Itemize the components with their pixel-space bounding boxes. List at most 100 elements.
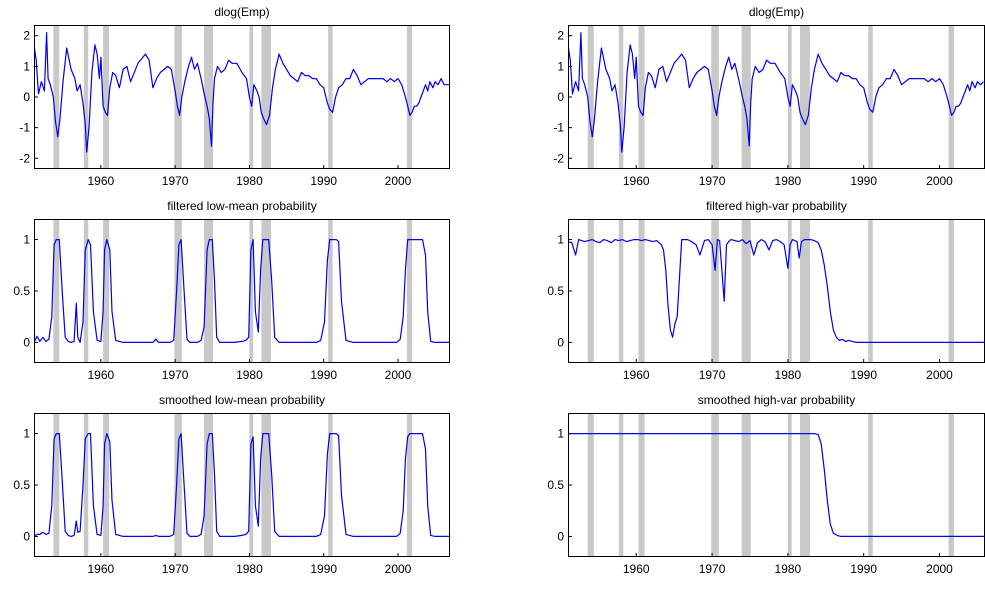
- panel-5-y-tick-label-1: 0: [23, 529, 30, 543]
- panel-6-x-tick-label-2: 1970: [699, 562, 726, 576]
- panel-5-recession-band-6: [249, 413, 254, 557]
- panel-2-series-line: [568, 32, 984, 153]
- panel-1-recession-band-6: [249, 25, 254, 169]
- panel-4-x-tick-label-3: 1980: [775, 368, 802, 382]
- panel-2-y-tick-label-2: -1: [553, 121, 564, 135]
- panel-6-recession-band-4: [711, 413, 719, 557]
- panel-6-recession-band-5: [741, 413, 751, 557]
- panel-6-recession-band-7: [800, 413, 810, 557]
- panel-4-recession-band-8: [868, 219, 873, 363]
- panel-1-y-tick-label-5: 2: [23, 29, 30, 43]
- panel-3-series-line: [34, 239, 450, 343]
- panel-6-y-tick-label-1: 0: [557, 529, 564, 543]
- panel-5-recession-band-2: [83, 413, 89, 557]
- panel-5-series-line: [34, 433, 450, 538]
- panel-3-x-tick-label-2: 1970: [162, 368, 189, 382]
- panel-3-x-tick-label-5: 2000: [385, 368, 412, 382]
- panel-5-recession-band-7: [261, 413, 271, 557]
- panel-5-x-tick-label-4: 1990: [310, 562, 337, 576]
- panel-2-recession-band-7: [800, 25, 810, 169]
- panel-2-x-tick-label-2: 1970: [699, 174, 726, 188]
- panel-4-x-tick-label-2: 1970: [699, 368, 726, 382]
- panel-1-x-tick-label-5: 2000: [385, 174, 412, 188]
- panel-4-title: filtered high-var probability: [706, 199, 847, 213]
- panel-2-x-tick-label-1: 1960: [623, 174, 650, 188]
- panel-5-x-tick-label-3: 1980: [236, 562, 263, 576]
- panel-5-x-tick-label-5: 2000: [385, 562, 412, 576]
- panel-6-x-tick-label-5: 2000: [926, 562, 953, 576]
- panel-6-axes-frame: [568, 413, 985, 557]
- panel-3-y-tick-label-2: 0.5: [13, 284, 30, 298]
- panel-2-y-tick-label-3: 0: [557, 90, 564, 104]
- panel-1-recession-band-8: [328, 25, 333, 169]
- panel-3-x-tick-label-4: 1990: [310, 368, 337, 382]
- panel-1-x-tick-label-2: 1970: [162, 174, 189, 188]
- panel-3-recession-band-1: [53, 219, 60, 363]
- panel-2-recession-band-3: [638, 25, 645, 169]
- panel-3-recession-band-6: [249, 219, 254, 363]
- panel-1-series-line: [34, 32, 450, 153]
- panel-4-recession-band-2: [618, 219, 624, 363]
- panel-4-recession-band-4: [711, 219, 719, 363]
- panel-4-y-tick-label-2: 0.5: [547, 284, 564, 298]
- panel-1-recession-band-7: [261, 25, 271, 169]
- panel-6-x-tick-label-1: 1960: [623, 562, 650, 576]
- panel-6-x-tick-label-4: 1990: [850, 562, 877, 576]
- panel-3-recession-band-5: [204, 219, 214, 363]
- panel-2-y-tick-label-5: 2: [557, 29, 564, 43]
- panel-4-recession-band-9: [948, 219, 954, 363]
- panel-5-y-tick-label-3: 1: [23, 427, 30, 441]
- panel-4-recession-band-1: [587, 219, 594, 363]
- panel-2-recession-band-6: [787, 25, 792, 169]
- panel-3-x-tick-label-3: 1980: [236, 368, 263, 382]
- panel-4-recession-band-5: [741, 219, 751, 363]
- panel-1-title: dlog(Emp): [214, 5, 269, 19]
- panel-6-y-tick-label-2: 0.5: [547, 478, 564, 492]
- panel-2-x-tick-label-4: 1990: [850, 174, 877, 188]
- panel-2: dlog(Emp) 1960 1970 1980 1990 2000 -2 -1 0 1 2: [553, 5, 985, 188]
- panel-1-recession-band-2: [83, 25, 89, 169]
- panel-2-y-tick-label-1: -2: [553, 151, 564, 165]
- panel-5-recession-band-9: [406, 413, 413, 557]
- panel-6-x-tick-label-3: 1980: [775, 562, 802, 576]
- panel-6-series-line: [568, 433, 985, 538]
- panel-2-recession-band-4: [711, 25, 719, 169]
- panel-4-x-tick-label-5: 2000: [926, 368, 953, 382]
- panel-2-recession-band-9: [948, 25, 954, 169]
- panel-6-title: smoothed high-var probability: [698, 393, 855, 407]
- panel-3-recession-band-2: [83, 219, 89, 363]
- panel-4-recession-band-3: [638, 219, 645, 363]
- panel-2-recession-band-1: [587, 25, 594, 169]
- panel-2-y-tick-label-4: 1: [557, 59, 564, 73]
- panel-1-x-tick-label-3: 1980: [236, 174, 263, 188]
- panel-5-y-tick-label-2: 0.5: [13, 478, 30, 492]
- panel-1-y-tick-label-2: -1: [19, 121, 30, 135]
- panel-4-y-tick-label-1: 0: [557, 335, 564, 349]
- panel-3-recession-band-3: [103, 219, 110, 363]
- panel-3: filtered low-mean probability 1960 1970 198…: [13, 199, 450, 382]
- panel-6-recession-band-8: [868, 413, 873, 557]
- panel-3-recession-band-4: [174, 219, 182, 363]
- panel-1: dlog(Emp) 1960 1970 1980 1990 2000 -2 -1 0 1 2: [19, 5, 450, 188]
- panel-1-recession-band-9: [406, 25, 413, 169]
- panel-5-recession-band-8: [328, 413, 333, 557]
- panel-2-recession-band-5: [741, 25, 751, 169]
- panel-3-x-tick-label-1: 1960: [88, 368, 115, 382]
- panel-5-recession-band-3: [103, 413, 110, 557]
- panel-1-recession-band-3: [103, 25, 110, 169]
- panel-1-recession-band-5: [204, 25, 214, 169]
- panel-6-recession-band-9: [948, 413, 954, 557]
- panel-5-x-tick-label-1: 1960: [88, 562, 115, 576]
- panel-6-recession-band-6: [787, 413, 792, 557]
- panel-1-y-tick-label-1: -2: [19, 151, 30, 165]
- panel-4-recession-band-7: [800, 219, 810, 363]
- panel-4-y-tick-label-3: 1: [557, 233, 564, 247]
- panel-3-y-tick-label-1: 0: [23, 335, 30, 349]
- panel-5: smoothed low-mean probability 1960 1970 198…: [13, 393, 450, 576]
- panel-2-x-tick-label-5: 2000: [926, 174, 953, 188]
- panel-1-y-tick-label-4: 1: [23, 59, 30, 73]
- panel-5-x-tick-label-2: 1970: [162, 562, 189, 576]
- panel-1-x-tick-label-4: 1990: [310, 174, 337, 188]
- panel-4-x-tick-label-4: 1990: [850, 368, 877, 382]
